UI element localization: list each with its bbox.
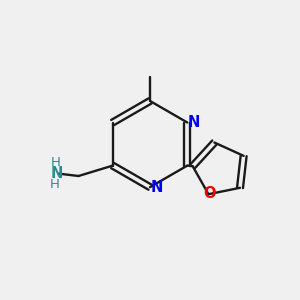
Text: N: N — [51, 166, 63, 181]
Text: O: O — [203, 186, 215, 201]
Text: H: H — [50, 178, 60, 191]
Text: H: H — [51, 156, 61, 169]
Text: N: N — [150, 180, 163, 195]
Text: N: N — [188, 115, 200, 130]
